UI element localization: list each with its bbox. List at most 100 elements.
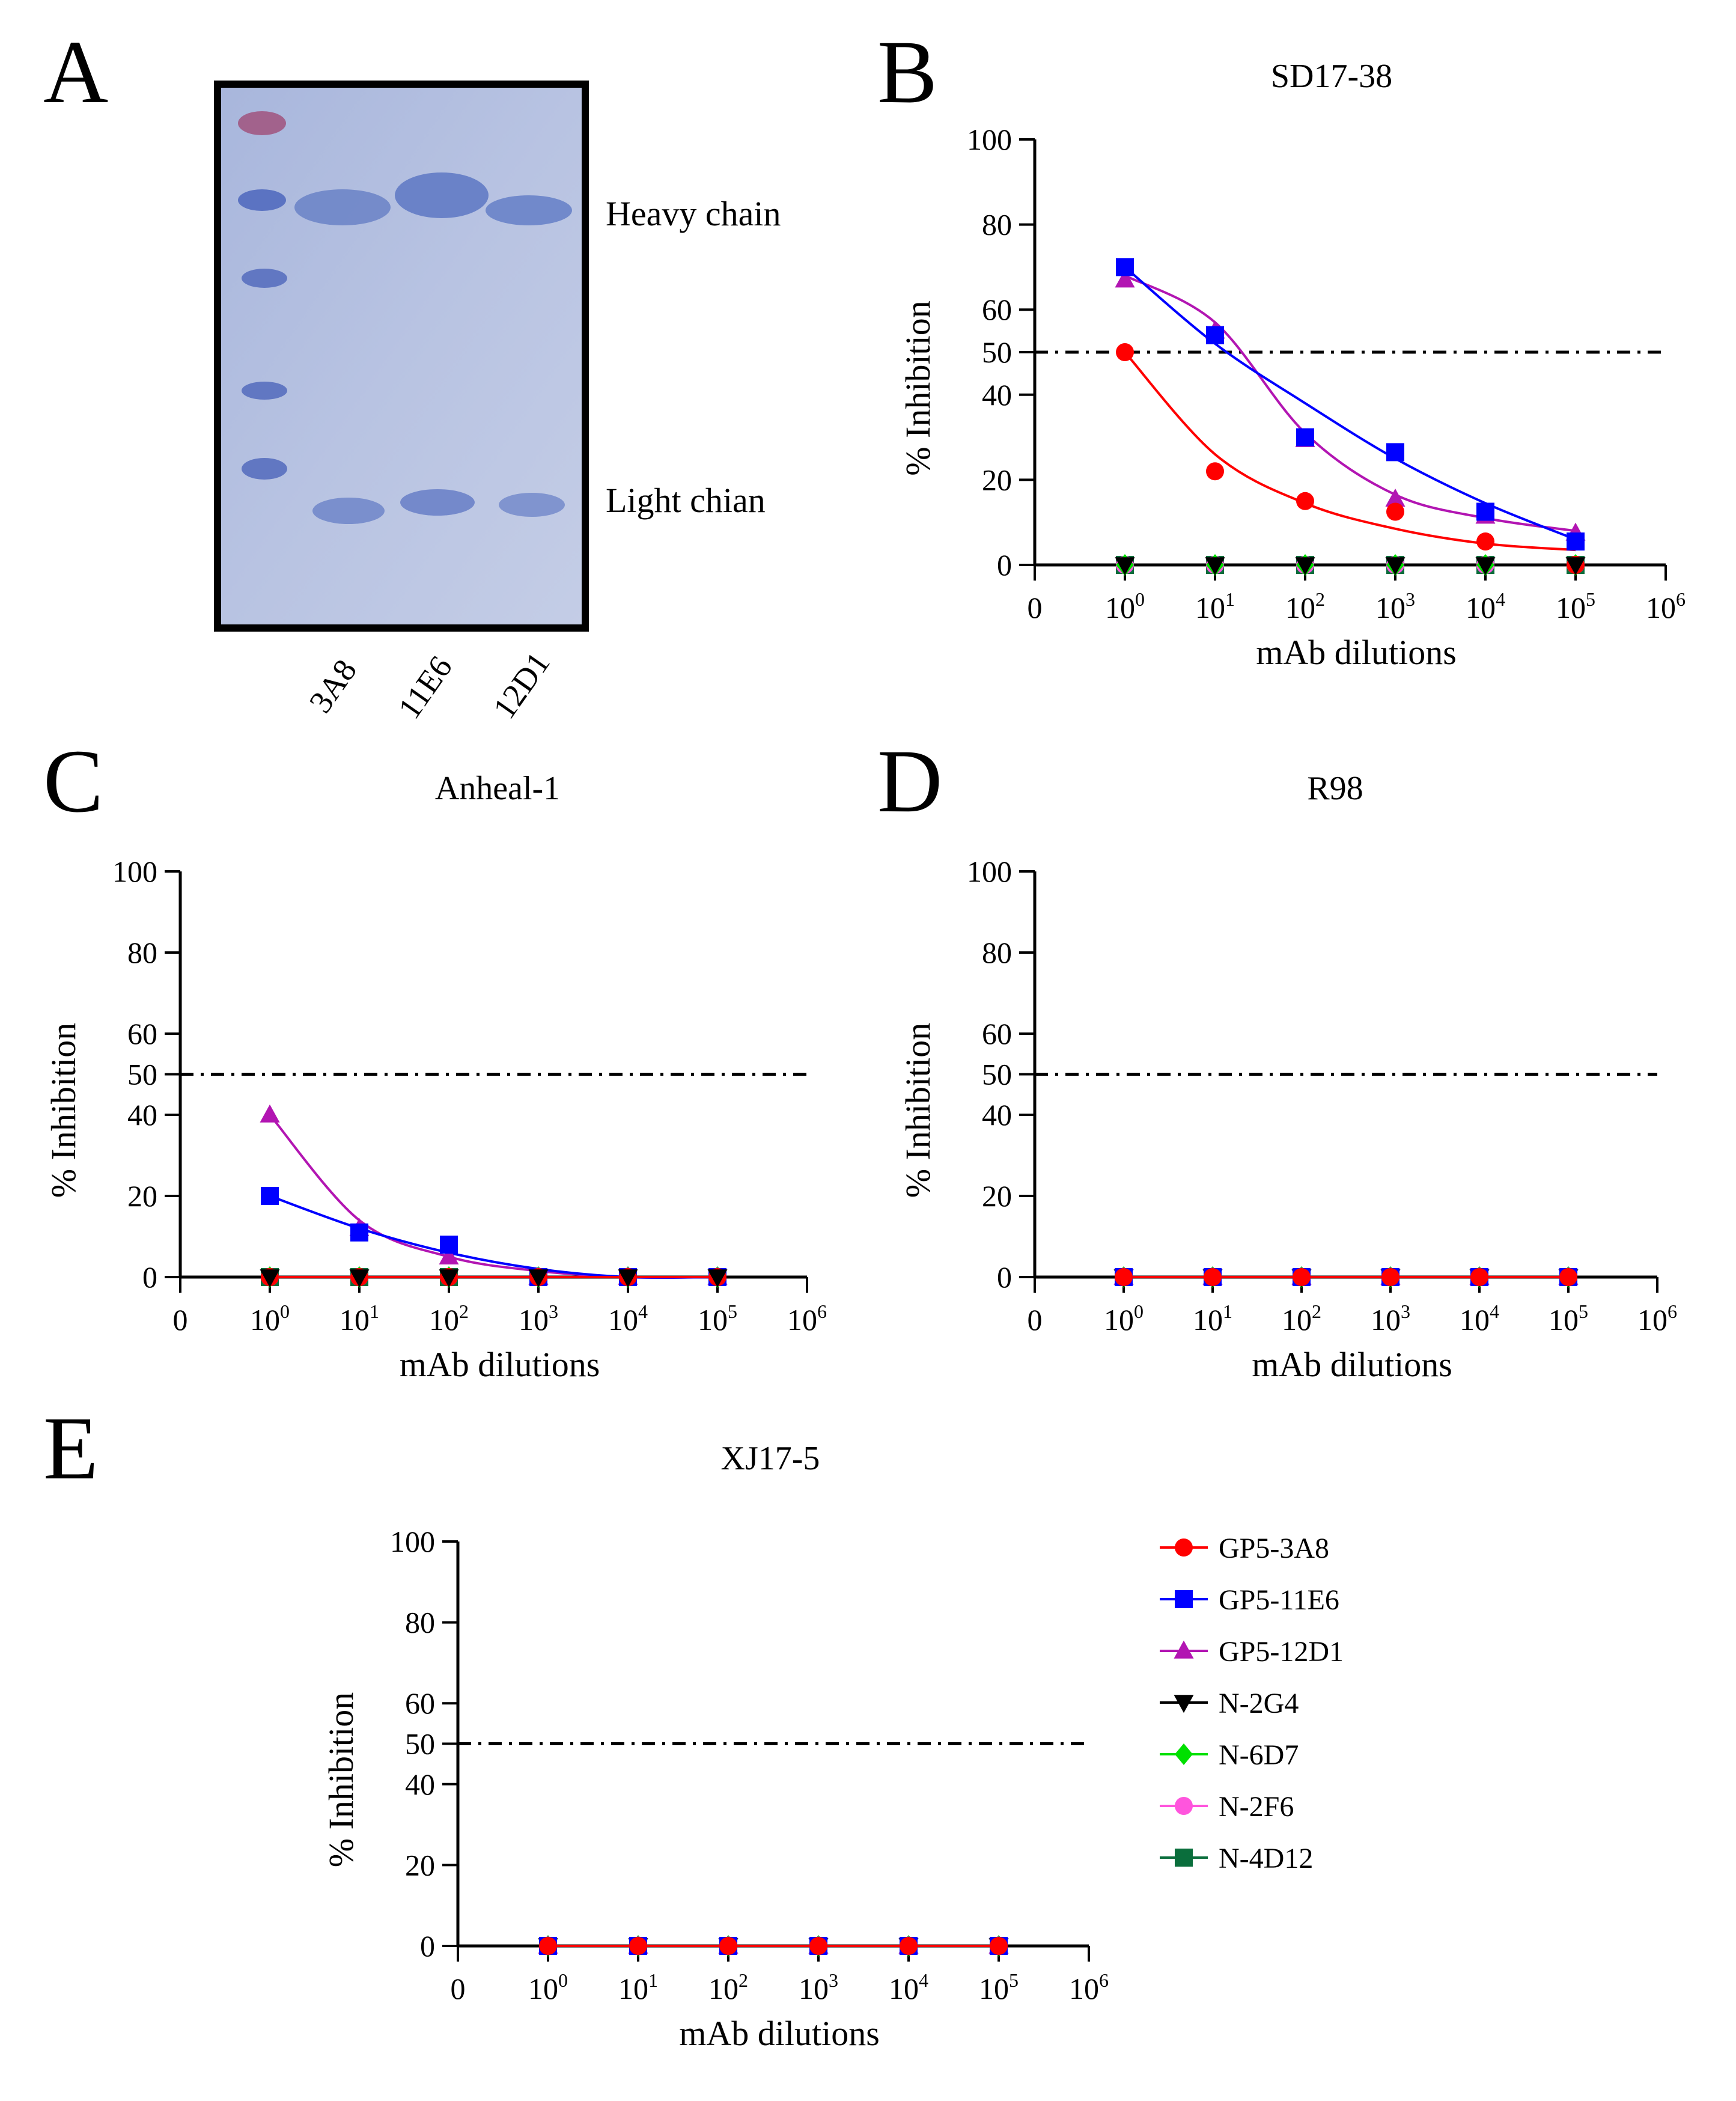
data-point-gp5-12d1 — [1115, 269, 1135, 288]
x-tick-label: 104 — [608, 1301, 648, 1337]
data-point-gp5-3a8 — [539, 1937, 557, 1955]
series-line-gp5-12d1 — [269, 1114, 718, 1279]
legend-label-gp5-3a8: GP5-3A8 — [1219, 1532, 1329, 1564]
panel-letter-c: C — [43, 731, 103, 831]
x-tick-label: 102 — [1282, 1301, 1321, 1337]
legend-marker-n-2g4 — [1174, 1695, 1194, 1713]
legend-label-n-6d7: N-6D7 — [1219, 1739, 1299, 1771]
y-tick-label: 100 — [967, 123, 1012, 156]
x-tick-label: 103 — [799, 1969, 838, 2005]
y-tick-label: 20 — [405, 1848, 435, 1882]
y-axis-label: % Inhibition — [898, 300, 937, 476]
y-tick-label: 50 — [405, 1727, 435, 1761]
x-tick-label: 101 — [1193, 1301, 1232, 1337]
marker-band — [242, 458, 287, 480]
x-tick-label: 106 — [1069, 1969, 1109, 2005]
x-tick-label: 104 — [1460, 1301, 1499, 1337]
data-point-gp5-11e6 — [350, 1223, 368, 1242]
panel-letter-a: A — [43, 22, 108, 122]
data-point-gp5-11e6 — [1206, 326, 1224, 344]
data-point-gp5-3a8 — [1115, 1268, 1133, 1286]
x-tick-label: 103 — [1371, 1301, 1410, 1337]
x-tick-label: 102 — [429, 1301, 469, 1337]
data-point-gp5-3a8 — [719, 1937, 737, 1955]
x-tick-label: 101 — [1195, 588, 1235, 624]
data-point-gp5-3a8 — [809, 1937, 827, 1955]
x-tick-label: 103 — [1375, 588, 1415, 624]
panel-letter-b: B — [877, 22, 937, 122]
data-point-n-2g4 — [707, 1269, 728, 1288]
x-tick-label: 102 — [708, 1969, 748, 2005]
panel-letter-e: E — [43, 1398, 99, 1498]
y-tick-label: 80 — [405, 1606, 435, 1639]
data-point-gp5-3a8 — [1386, 502, 1404, 521]
data-point-n-2g4 — [1205, 557, 1225, 576]
y-tick-label: 60 — [127, 1017, 157, 1050]
x-tick-label: 100 — [1105, 588, 1145, 624]
y-tick-label: 40 — [405, 1767, 435, 1801]
gel-background — [214, 81, 589, 632]
lane-label-3a8: 3A8 — [302, 653, 364, 719]
x-tick-label: 100 — [250, 1301, 290, 1337]
marker-band — [242, 382, 287, 400]
legend-label-gp5-12d1: GP5-12D1 — [1219, 1636, 1344, 1668]
legend-label-n-2g4: N-2G4 — [1219, 1688, 1299, 1719]
marker-band — [238, 111, 286, 135]
data-point-gp5-3a8 — [1206, 462, 1224, 481]
x-tick-label: 104 — [889, 1969, 928, 2005]
y-tick-label: 80 — [982, 208, 1012, 242]
y-tick-label: 50 — [982, 335, 1012, 369]
x-axis-label: mAb dilutions — [400, 1345, 600, 1384]
y-tick-label: 60 — [982, 293, 1012, 326]
data-point-gp5-3a8 — [1476, 532, 1494, 551]
data-point-n-2g4 — [1475, 557, 1496, 576]
data-point-gp5-12d1 — [260, 1104, 280, 1123]
light-chain-band-3a8 — [312, 498, 385, 524]
data-point-n-2g4 — [528, 1269, 549, 1288]
y-tick-label: 50 — [982, 1058, 1012, 1091]
x-tick-label: 106 — [1646, 588, 1686, 624]
x-tick-label: 100 — [528, 1969, 568, 2005]
chart-title: SD17-38 — [1271, 58, 1392, 95]
chart-panel-d: R98 0 20 40 50 60 80 100 % Inhibition 0 100 101 102 1… — [898, 770, 1677, 1384]
chart-title: XJ17-5 — [721, 1440, 820, 1477]
y-tick-label: 40 — [982, 378, 1012, 412]
x-tick-label: 0 — [173, 1303, 188, 1337]
y-tick-label: 0 — [420, 1929, 435, 1963]
light-chain-label: Light chian — [606, 481, 766, 520]
data-point-gp5-11e6 — [440, 1236, 458, 1254]
x-tick-label: 105 — [979, 1969, 1019, 2005]
light-chain-band-12d1 — [499, 493, 565, 517]
data-point-n-2g4 — [349, 1269, 370, 1288]
marker-band — [238, 189, 286, 211]
data-point-n-2g4 — [439, 1269, 459, 1288]
legend-marker-gp5-3a8 — [1175, 1538, 1193, 1557]
data-point-n-2g4 — [618, 1269, 638, 1288]
legend: GP5-3A8 GP5-11E6 GP5-12D1 N-2G4 N-6D7 N-2F6 N-… — [1160, 1532, 1344, 1874]
chart-title: R98 — [1307, 770, 1363, 807]
x-tick-label: 100 — [1104, 1301, 1144, 1337]
x-tick-label: 0 — [1028, 591, 1043, 624]
heavy-chain-band-11e6 — [395, 172, 489, 218]
data-point-gp5-3a8 — [990, 1937, 1008, 1955]
y-tick-label: 100 — [390, 1525, 435, 1558]
data-point-gp5-3a8 — [1116, 343, 1134, 361]
marker-band — [242, 269, 287, 288]
data-point-gp5-3a8 — [900, 1937, 918, 1955]
data-point-gp5-3a8 — [1204, 1268, 1222, 1286]
panel-letter-d: D — [877, 731, 942, 831]
legend-marker-n-2f6 — [1175, 1797, 1193, 1815]
chart-panel-b: SD17-38 0 20 40 50 60 80 100 % Inhibition 0 100 101… — [898, 58, 1686, 672]
series-line-gp5-11e6 — [1124, 266, 1576, 541]
data-point-gp5-3a8 — [1293, 1268, 1311, 1286]
data-point-n-2g4 — [260, 1269, 280, 1288]
legend-label-n-4d12: N-4D12 — [1219, 1843, 1313, 1874]
legend-label-n-2f6: N-2F6 — [1219, 1791, 1294, 1823]
chart-panel-c: Anheal-1 0 20 40 50 60 80 100 % Inhibition 0 100 10… — [44, 770, 827, 1384]
series-line-gp5-12d1 — [1124, 274, 1576, 532]
data-point-gp5-3a8 — [1470, 1268, 1488, 1286]
data-point-n-2g4 — [1115, 557, 1135, 576]
data-point-n-2g4 — [1295, 557, 1315, 576]
x-axis-label: mAb dilutions — [1252, 1345, 1452, 1384]
x-tick-label: 101 — [340, 1301, 379, 1337]
